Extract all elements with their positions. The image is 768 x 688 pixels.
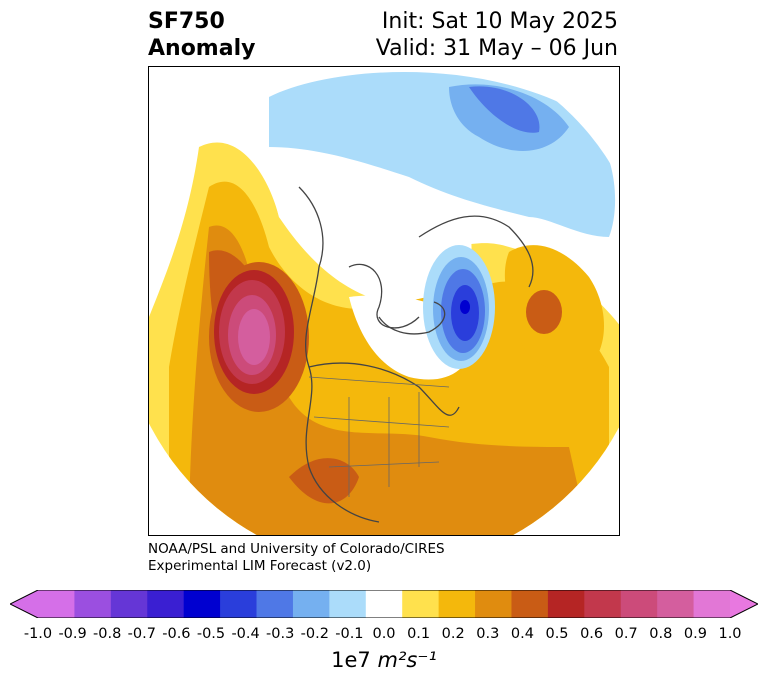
- colorbar-tick-label: 0.6: [580, 626, 604, 642]
- negative-euro-0.6: [460, 300, 470, 314]
- colorbar-tick-label: 0.7: [614, 626, 638, 642]
- colorbar-segment: [147, 590, 185, 618]
- colorbar-tick-label: -0.6: [162, 626, 191, 642]
- anomaly-map: [149, 67, 619, 535]
- colorbar-segment: [657, 590, 695, 618]
- colorbar-segment: [438, 590, 476, 618]
- positive-ne-core: [526, 290, 562, 334]
- credit: NOAA/PSL and University of Colorado/CIRE…: [148, 541, 445, 575]
- units-prefix: 1e7: [331, 648, 371, 672]
- colorbar-units: 1e7 m²s⁻¹: [0, 648, 768, 672]
- credit-line-1: NOAA/PSL and University of Colorado/CIRE…: [148, 541, 445, 557]
- colorbar-segment: [402, 590, 440, 618]
- colorbar-tick-label: -0.8: [93, 626, 122, 642]
- variable-title: SF750: [148, 9, 225, 34]
- colorbar-tick-label: -0.3: [266, 626, 295, 642]
- colorbar-ticks: -1.0 -0.9 -0.8 -0.7 -0.6 -0.5 -0.4 -0.3 -0.2 -0.1…: [0, 626, 768, 646]
- colorbar-tick-label: 0.2: [441, 626, 465, 642]
- negative-band-0.3: [469, 86, 540, 133]
- variable-subtitle: Anomaly: [148, 36, 256, 61]
- colorbar-segment: [220, 590, 258, 618]
- colorbar-segment: [365, 590, 403, 618]
- colorbar-tick-label: -0.5: [196, 626, 226, 642]
- colorbar-segment: [475, 590, 512, 618]
- colorbar-segment: [584, 590, 622, 618]
- colorbar-tick-label: 0.3: [476, 626, 500, 642]
- colorbar-segment: [292, 590, 330, 618]
- colorbar-tick-label: -0.2: [300, 626, 329, 642]
- colorbar: [10, 590, 758, 618]
- positive-band-0.4b: [289, 458, 359, 504]
- coastlines: [298, 186, 534, 523]
- colorbar-extend-high: [730, 590, 758, 618]
- valid-range: Valid: 31 May – 06 Jun: [375, 36, 618, 61]
- colorbar-segment: [329, 590, 367, 618]
- colorbar-tick-label: 0.9: [683, 626, 707, 642]
- borders: [308, 376, 450, 497]
- title-right: Init: Sat 10 May 2025 Valid: 31 May – 06…: [376, 8, 618, 62]
- colorbar-segment: [183, 590, 221, 618]
- credit-line-2: Experimental LIM Forecast (v2.0): [148, 558, 372, 574]
- colorbar-tick-label: -0.1: [335, 626, 364, 642]
- map-frame: [148, 66, 620, 536]
- colorbar-tick-label: -0.4: [231, 626, 260, 642]
- title-left: SF750 Anomaly: [148, 8, 255, 62]
- colorbar-tick-label: -0.7: [127, 626, 156, 642]
- positive-core-0.9: [238, 309, 270, 365]
- colorbar-tick-label: -0.9: [58, 626, 87, 642]
- colorbar-segment: [547, 590, 585, 618]
- colorbar-tick-label: 0.8: [649, 626, 673, 642]
- colorbar-tick-label: 0.1: [407, 626, 431, 642]
- colorbar-tick-label: 1.0: [718, 626, 742, 642]
- colorbar-segment: [511, 590, 549, 618]
- init-date: Init: Sat 10 May 2025: [381, 9, 618, 34]
- colorbar-segment: [256, 590, 294, 618]
- colorbar-tick-label: -1.0: [23, 626, 53, 642]
- colorbar-tick-label: 0.0: [372, 626, 396, 642]
- positive-band-0.3: [189, 225, 589, 535]
- colorbar-segment: [693, 590, 731, 618]
- colorbar-segment: [620, 590, 658, 618]
- colorbar-segment: [110, 590, 148, 618]
- colorbar-tick-label: 0.4: [510, 626, 534, 642]
- units-expression: m²s⁻¹: [377, 648, 437, 672]
- colorbar-segment: [74, 590, 112, 618]
- colorbar-extend-low: [10, 590, 38, 618]
- colorbar-tick-label: 0.5: [545, 626, 569, 642]
- colorbar-segment: [38, 590, 75, 618]
